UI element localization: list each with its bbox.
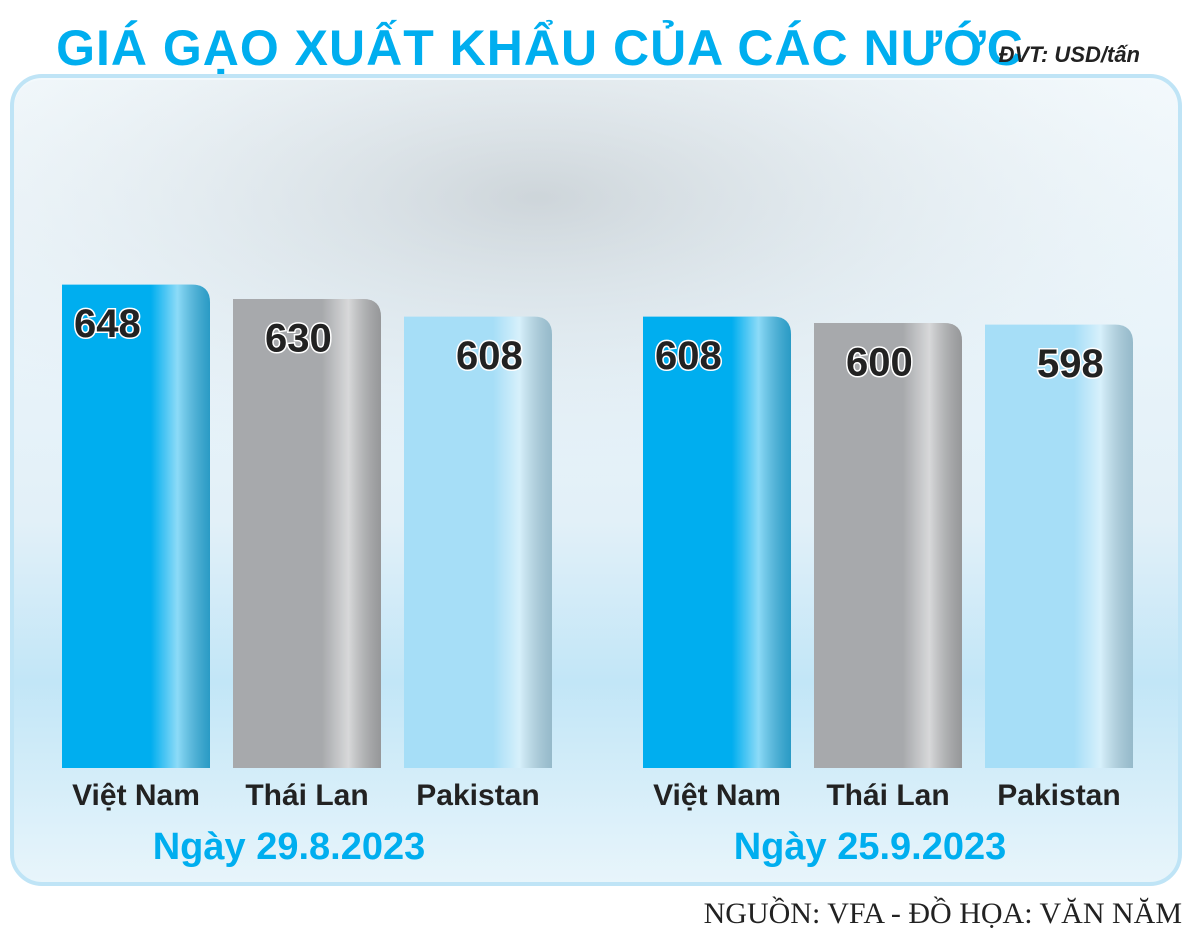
value-label: 608	[456, 334, 523, 378]
source: NGUỒN: VFA - ĐỒ HỌA: VĂN NĂM	[704, 896, 1182, 930]
value-label: 600	[846, 341, 913, 385]
group-label: Ngày 25.9.2023	[734, 826, 1007, 868]
value-label: 608	[655, 334, 722, 378]
group-label: Ngày 29.8.2023	[153, 826, 426, 868]
bar-shine	[492, 316, 552, 768]
value-label: 598	[1037, 342, 1104, 386]
bar-shine	[1073, 324, 1133, 768]
chart-title: GIÁ GẠO XUẤT KHẨU CỦA CÁC NƯỚC	[56, 19, 1024, 76]
bar-shine	[321, 299, 381, 768]
value-label: 630	[265, 317, 332, 361]
x-tick-label: Pakistan	[416, 779, 539, 812]
x-tick-label: Pakistan	[997, 779, 1120, 812]
x-tick-label: Việt Nam	[653, 779, 781, 812]
bar-shine	[150, 284, 210, 768]
bar-shine	[902, 323, 962, 768]
bar-shine	[731, 316, 791, 768]
x-tick-label: Thái Lan	[245, 779, 368, 812]
value-label: 648	[74, 302, 141, 346]
x-tick-label: Thái Lan	[826, 779, 949, 812]
unit-label: ĐVT: USD/tấn	[999, 42, 1140, 67]
x-tick-label: Việt Nam	[72, 779, 200, 812]
